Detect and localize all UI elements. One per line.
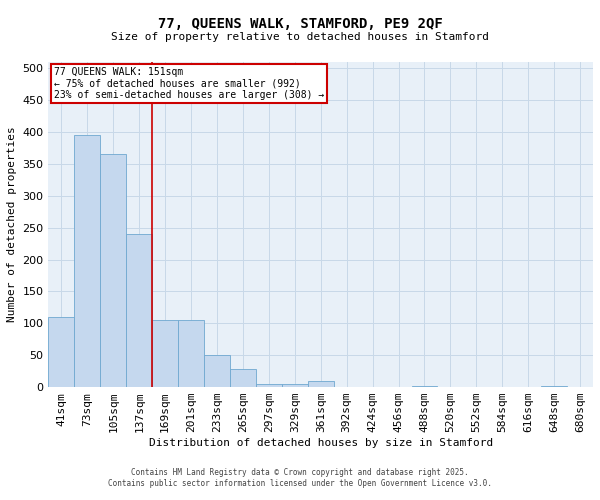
Bar xyxy=(412,386,437,387)
Bar xyxy=(100,154,126,387)
Bar xyxy=(308,381,334,387)
Y-axis label: Number of detached properties: Number of detached properties xyxy=(7,126,17,322)
Bar xyxy=(126,234,152,387)
Text: Contains HM Land Registry data © Crown copyright and database right 2025.
Contai: Contains HM Land Registry data © Crown c… xyxy=(108,468,492,487)
Text: 77 QUEENS WALK: 151sqm
← 75% of detached houses are smaller (992)
23% of semi-de: 77 QUEENS WALK: 151sqm ← 75% of detached… xyxy=(54,67,324,100)
Bar xyxy=(541,386,567,387)
Text: 77, QUEENS WALK, STAMFORD, PE9 2QF: 77, QUEENS WALK, STAMFORD, PE9 2QF xyxy=(158,18,442,32)
Bar xyxy=(178,320,204,387)
Bar xyxy=(204,356,230,387)
Bar xyxy=(152,320,178,387)
Bar xyxy=(256,384,282,387)
Bar xyxy=(74,136,100,387)
Bar xyxy=(230,370,256,387)
Bar xyxy=(49,317,74,387)
Text: Size of property relative to detached houses in Stamford: Size of property relative to detached ho… xyxy=(111,32,489,42)
X-axis label: Distribution of detached houses by size in Stamford: Distribution of detached houses by size … xyxy=(149,438,493,448)
Bar xyxy=(282,384,308,387)
